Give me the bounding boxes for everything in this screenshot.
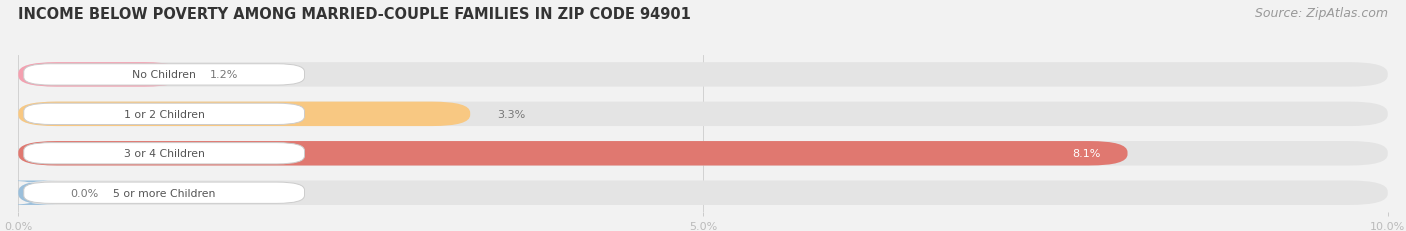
Text: 1 or 2 Children: 1 or 2 Children [124,109,204,119]
Text: No Children: No Children [132,70,195,80]
Text: 0.0%: 0.0% [70,188,98,198]
FancyBboxPatch shape [18,102,470,127]
Text: INCOME BELOW POVERTY AMONG MARRIED-COUPLE FAMILIES IN ZIP CODE 94901: INCOME BELOW POVERTY AMONG MARRIED-COUPL… [18,7,692,22]
Text: 3.3%: 3.3% [498,109,526,119]
Text: 5 or more Children: 5 or more Children [112,188,215,198]
FancyBboxPatch shape [18,102,1388,127]
FancyBboxPatch shape [24,64,305,86]
FancyBboxPatch shape [18,181,1388,205]
FancyBboxPatch shape [4,181,56,205]
FancyBboxPatch shape [18,141,1128,166]
Text: Source: ZipAtlas.com: Source: ZipAtlas.com [1254,7,1388,20]
Text: 1.2%: 1.2% [209,70,239,80]
Text: 8.1%: 8.1% [1071,149,1099,159]
FancyBboxPatch shape [18,141,1388,166]
FancyBboxPatch shape [18,63,1388,87]
FancyBboxPatch shape [24,143,305,164]
FancyBboxPatch shape [18,63,183,87]
Text: 3 or 4 Children: 3 or 4 Children [124,149,204,159]
FancyBboxPatch shape [24,104,305,125]
FancyBboxPatch shape [24,182,305,204]
